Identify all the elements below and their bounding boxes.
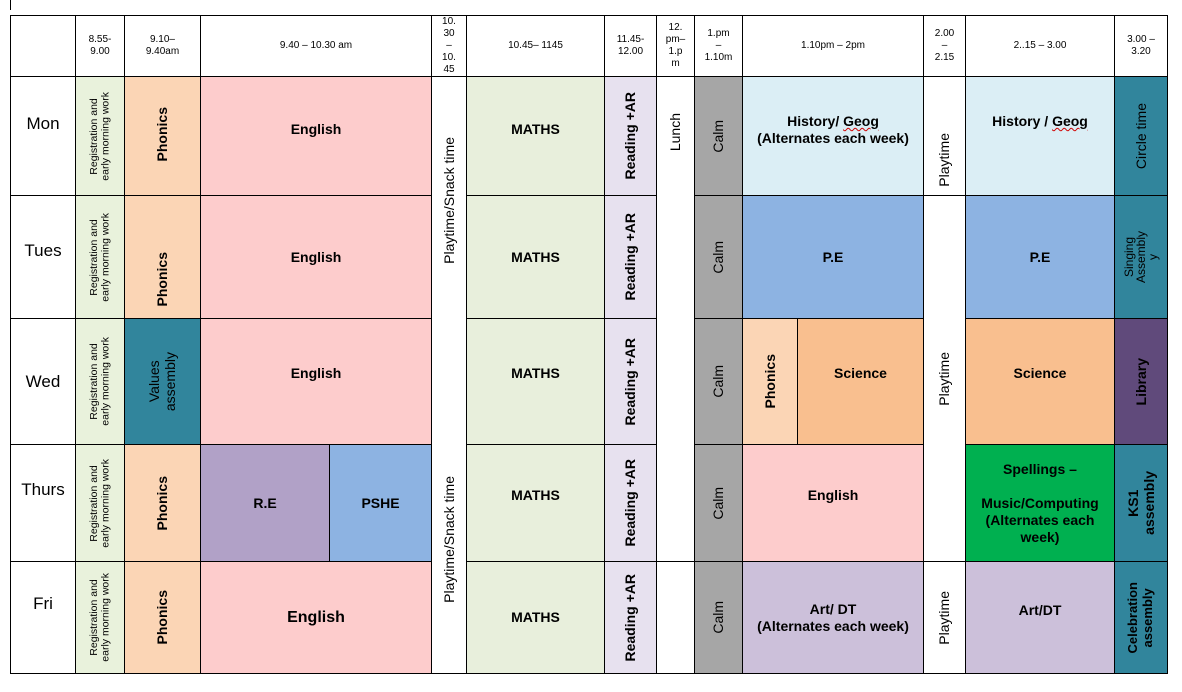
re-thurs: R.E xyxy=(200,444,330,562)
registration-mon: Registration and early morning work xyxy=(75,76,125,196)
day-label-fri: Fri xyxy=(10,561,76,674)
playtime-snack-column-top: Playtime/Snack time xyxy=(431,76,467,445)
spellings-label: Spellings – xyxy=(1003,460,1077,477)
header-time-5: 10.45– 1145 xyxy=(466,15,605,77)
maths-thurs: MATHS xyxy=(466,444,605,562)
day-label-thurs: Thurs xyxy=(10,444,76,562)
circle-time-mon: Circle time xyxy=(1114,76,1168,196)
registration-wed: Registration and early morning work xyxy=(75,318,125,445)
english-thurs-afternoon: English xyxy=(742,444,924,562)
science-wed-late: Science xyxy=(965,318,1115,445)
english-tues: English xyxy=(200,195,432,319)
registration-thurs: Registration and early morning work xyxy=(75,444,125,562)
header-time-7: 12. pm– 1.p m xyxy=(656,15,695,77)
english-mon: English xyxy=(200,76,432,196)
science-wed: Science xyxy=(797,318,924,445)
reading-ar-wed: Reading +AR xyxy=(604,318,657,445)
spellings-music-thurs: Spellings – Music/Computing (Alternates … xyxy=(965,444,1115,562)
pe-tues: P.E xyxy=(742,195,924,319)
english-wed: English xyxy=(200,318,432,445)
phonics-fri: Phonics xyxy=(124,561,201,674)
phonics-tues: Phonics xyxy=(124,195,201,319)
maths-tues: MATHS xyxy=(466,195,605,319)
playtime-snack-column-bottom: Playtime/Snack time xyxy=(431,444,467,674)
header-time-3: 9.40 – 10.30 am xyxy=(200,15,432,77)
phonics-mon: Phonics xyxy=(124,76,201,196)
english-fri: English xyxy=(200,561,432,674)
calm-mon: Calm xyxy=(694,76,743,196)
header-time-12: 3.00 – 3.20 xyxy=(1114,15,1168,77)
calm-thurs: Calm xyxy=(694,444,743,562)
maths-mon: MATHS xyxy=(466,76,605,196)
playtime-fri: Playtime xyxy=(923,561,966,674)
header-time-9: 1.10pm – 2pm xyxy=(742,15,924,77)
alternates-label: (Alternates each week) xyxy=(757,130,909,146)
day-label-wed: Wed xyxy=(10,318,76,445)
header-time-11: 2..15 – 3.00 xyxy=(965,15,1115,77)
header-corner xyxy=(10,15,76,77)
playtime-snack-label-bottom: Playtime/Snack time xyxy=(440,476,457,603)
header-time-6: 11.45- 12.00 xyxy=(604,15,657,77)
calm-fri: Calm xyxy=(694,561,743,674)
geog-late-label: Geog xyxy=(1052,113,1088,129)
header-time-4: 10. 30 – 10. 45 xyxy=(431,15,467,77)
values-assembly-wed: Values assembly xyxy=(124,318,201,445)
reading-ar-mon: Reading +AR xyxy=(604,76,657,196)
corner-mark xyxy=(10,0,11,10)
day-label-tues: Tues xyxy=(10,195,76,319)
art-dt-fri: Art/ DT (Alternates each week) xyxy=(742,561,924,674)
library-wed: Library xyxy=(1114,318,1168,445)
playtime-mon: Playtime xyxy=(923,76,966,196)
playtime-snack-label-top: Playtime/Snack time xyxy=(440,137,457,264)
lunch-label: Lunch xyxy=(667,113,684,152)
music-computing-label: Music/Computing (Alternates each week) xyxy=(981,494,1099,545)
geog-label: Geog xyxy=(843,113,879,129)
header-time-10: 2.00 – 2.15 xyxy=(923,15,966,77)
pe-tues-late: P.E xyxy=(965,195,1115,319)
history-late-label: History / xyxy=(992,113,1053,129)
calm-tues: Calm xyxy=(694,195,743,319)
history-geog-mon-late: History / Geog xyxy=(965,76,1115,196)
ks1-assembly-thurs: KS1 assembly xyxy=(1114,444,1168,562)
lunch-column: Lunch xyxy=(656,76,695,562)
header-time-2: 9.10– 9.40am xyxy=(124,15,201,77)
day-label-mon: Mon xyxy=(10,76,76,196)
registration-fri: Registration and early morning work xyxy=(75,561,125,674)
singing-assembly-tues: Singing Assembly y xyxy=(1114,195,1168,319)
playtime-tue-thu: Playtime xyxy=(923,195,966,562)
header-time-8: 1.pm – 1.10m xyxy=(694,15,743,77)
pshe-thurs: PSHE xyxy=(329,444,432,562)
history-label: History/ xyxy=(787,113,844,129)
reading-ar-fri: Reading +AR xyxy=(604,561,657,674)
maths-fri: MATHS xyxy=(466,561,605,674)
header-time-1: 8.55- 9.00 xyxy=(75,15,125,77)
art-dt-fri-late: Art/DT xyxy=(965,561,1115,674)
celebration-assembly-fri: Celebration assembly xyxy=(1114,561,1168,674)
history-geog-mon: History/ Geog (Alternates each week) xyxy=(742,76,924,196)
maths-wed: MATHS xyxy=(466,318,605,445)
calm-wed: Calm xyxy=(694,318,743,445)
phonics-wed-afternoon: Phonics xyxy=(742,318,798,445)
reading-ar-thurs: Reading +AR xyxy=(604,444,657,562)
reading-ar-tues: Reading +AR xyxy=(604,195,657,319)
registration-tues: Registration and early morning work xyxy=(75,195,125,319)
phonics-thurs: Phonics xyxy=(124,444,201,562)
lunch-fri-empty xyxy=(656,561,695,674)
